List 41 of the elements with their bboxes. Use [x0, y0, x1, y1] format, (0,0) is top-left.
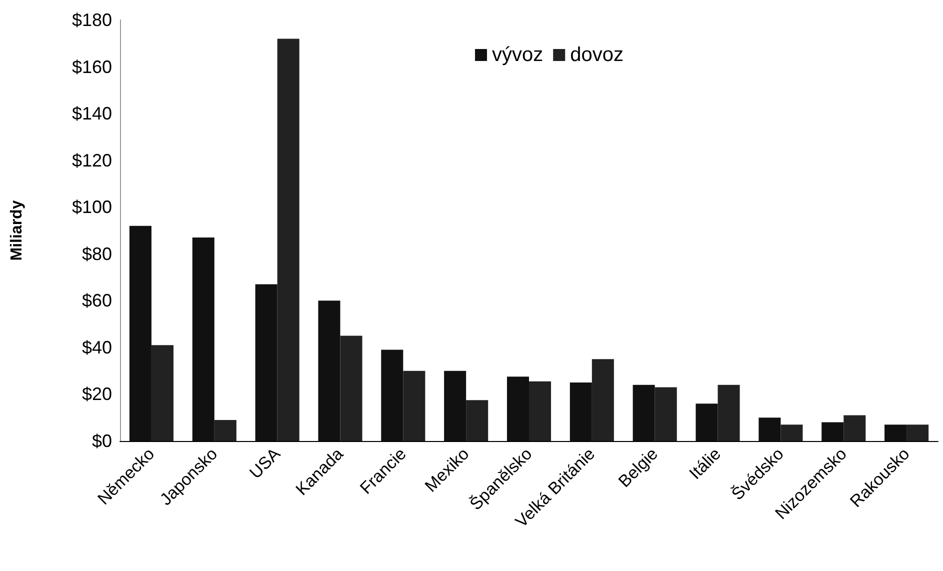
bar: [718, 384, 740, 441]
bar: [466, 400, 488, 441]
y-tick-label: $40: [82, 337, 112, 358]
y-tick-label: $120: [72, 150, 112, 170]
bar: [444, 370, 466, 441]
x-tick-label: Itálie: [686, 444, 724, 484]
y-tick-label: $140: [72, 104, 112, 124]
bar: [696, 404, 718, 441]
bar: [906, 424, 929, 441]
bar: [570, 382, 592, 441]
y-axis-title: Miliardy: [8, 200, 26, 261]
y-tick-label: $180: [72, 10, 112, 30]
legend-label: dovoz: [570, 44, 624, 66]
bar: [632, 384, 655, 441]
legend-label: vývoz: [492, 44, 544, 66]
y-tick-label: $100: [72, 197, 112, 218]
bar: [318, 300, 340, 441]
bar: [403, 370, 426, 441]
bar: [654, 387, 677, 441]
y-tick-label: $80: [82, 244, 112, 264]
y-tick-label: $20: [82, 384, 112, 404]
y-tick-label: $0: [92, 431, 112, 451]
bar: [381, 350, 404, 441]
bar: [884, 424, 907, 441]
bar: [277, 38, 300, 441]
bar: [340, 336, 362, 441]
bar: [822, 422, 844, 441]
bar: [780, 424, 803, 441]
bar: [758, 418, 781, 441]
x-tick-label: USA: [246, 444, 284, 482]
bar: [529, 381, 552, 441]
y-tick-label: $60: [82, 290, 112, 311]
bar: [255, 284, 278, 441]
bar: [129, 226, 152, 441]
bar: [592, 359, 614, 441]
bar: [214, 420, 236, 441]
bar: [192, 238, 214, 441]
bar: [844, 415, 866, 441]
y-tick-label: $160: [72, 56, 112, 77]
bar: [506, 376, 529, 441]
bar: [151, 345, 174, 441]
